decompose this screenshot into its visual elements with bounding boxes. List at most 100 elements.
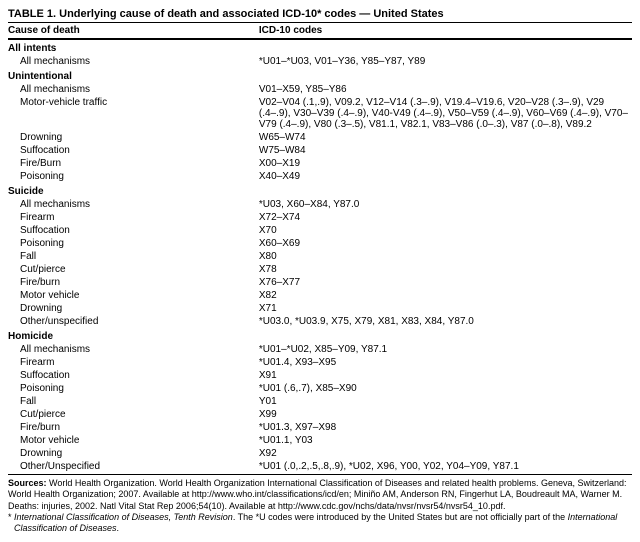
footnote-italic1: International Classification of Diseases… [14,512,233,522]
codes-cell: *U01 (.6,.7), X85–X90 [239,382,632,395]
codes-cell: *U01 (.0,.2,.5,.8,.9), *U02, X96, Y00, Y… [239,460,632,475]
table-row: DrowningW65–W74 [8,131,632,144]
cause-cell: Cut/pierce [8,263,239,276]
table-row: Motor vehicle*U01.1, Y03 [8,434,632,447]
cause-cell: Drowning [8,302,239,315]
cause-cell: Suffocation [8,224,239,237]
section-label: Homicide [8,328,632,343]
table-row: FirearmX72–X74 [8,211,632,224]
codes-cell: X60–X69 [239,237,632,250]
table-title: TABLE 1. Underlying cause of death and a… [8,8,632,23]
cause-cell: Fire/Burn [8,157,239,170]
table-row: Fire/burnX76–X77 [8,276,632,289]
table-row: DrowningX71 [8,302,632,315]
table-row: All mechanisms*U03, X60–X84, Y87.0 [8,198,632,211]
codes-cell: X82 [239,289,632,302]
codes-cell: X40–X49 [239,170,632,183]
cause-cell: All mechanisms [8,343,239,356]
cause-cell: All mechanisms [8,83,239,96]
cause-cell: Suffocation [8,369,239,382]
table-row: All mechanisms*U01–*U03, V01–Y36, Y85–Y8… [8,55,632,68]
footnote-end: . [117,523,120,533]
cause-cell: Other/unspecified [8,315,239,328]
table-row: DrowningX92 [8,447,632,460]
table-row: Motor vehicleX82 [8,289,632,302]
codes-cell: X80 [239,250,632,263]
table-row: PoisoningX60–X69 [8,237,632,250]
codes-cell: W65–W74 [239,131,632,144]
cause-cell: Fire/burn [8,276,239,289]
table-row: FallY01 [8,395,632,408]
cause-cell: Firearm [8,211,239,224]
codes-cell: V01–X59, Y85–Y86 [239,83,632,96]
footnote-block: * International Classification of Diseas… [8,512,632,535]
section-row: Homicide [8,328,632,343]
cause-cell: Poisoning [8,170,239,183]
section-row: All intents [8,39,632,55]
icd-table: Cause of death ICD-10 codes All intentsA… [8,23,632,475]
codes-cell: *U01.1, Y03 [239,434,632,447]
codes-cell: *U01–*U02, X85–Y09, Y87.1 [239,343,632,356]
header-codes: ICD-10 codes [239,23,632,39]
codes-cell: *U01.4, X93–X95 [239,356,632,369]
section-row: Suicide [8,183,632,198]
codes-cell: X99 [239,408,632,421]
codes-cell: *U03, X60–X84, Y87.0 [239,198,632,211]
cause-cell: Drowning [8,131,239,144]
table-row: Fire/BurnX00–X19 [8,157,632,170]
table-row: Cut/pierceX78 [8,263,632,276]
codes-cell: *U01–*U03, V01–Y36, Y85–Y87, Y89 [239,55,632,68]
sources-label: Sources: [8,478,47,488]
table-row: SuffocationX70 [8,224,632,237]
codes-cell: X70 [239,224,632,237]
table-row: All mechanisms*U01–*U02, X85–Y09, Y87.1 [8,343,632,356]
cause-cell: Suffocation [8,144,239,157]
footnote-mid: . The *U codes were introduced by the Un… [233,512,568,522]
cause-cell: Fall [8,250,239,263]
codes-cell: X76–X77 [239,276,632,289]
codes-cell: W75–W84 [239,144,632,157]
cause-cell: Motor-vehicle traffic [8,96,239,131]
cause-cell: Motor vehicle [8,289,239,302]
cause-cell: Firearm [8,356,239,369]
table-row: Other/Unspecified*U01 (.0,.2,.5,.8,.9), … [8,460,632,475]
section-label: All intents [8,39,632,55]
table-row: Poisoning*U01 (.6,.7), X85–X90 [8,382,632,395]
cause-cell: Other/Unspecified [8,460,239,475]
table-row: Motor-vehicle trafficV02–V04 (.1,.9), V0… [8,96,632,131]
codes-cell: V02–V04 (.1,.9), V09.2, V12–V14 (.3–.9),… [239,96,632,131]
cause-cell: All mechanisms [8,55,239,68]
section-label: Unintentional [8,68,632,83]
table-row: All mechanismsV01–X59, Y85–Y86 [8,83,632,96]
cause-cell: Motor vehicle [8,434,239,447]
codes-cell: X71 [239,302,632,315]
cause-cell: Fall [8,395,239,408]
section-label: Suicide [8,183,632,198]
cause-cell: Drowning [8,447,239,460]
codes-cell: *U01.3, X97–X98 [239,421,632,434]
cause-cell: Poisoning [8,237,239,250]
codes-cell: X00–X19 [239,157,632,170]
table-row: Firearm*U01.4, X93–X95 [8,356,632,369]
cause-cell: Fire/burn [8,421,239,434]
table-row: Other/unspecified*U03.0, *U03.9, X75, X7… [8,315,632,328]
codes-cell: X91 [239,369,632,382]
table-row: SuffocationW75–W84 [8,144,632,157]
cause-cell: Poisoning [8,382,239,395]
cause-cell: Cut/pierce [8,408,239,421]
codes-cell: X72–X74 [239,211,632,224]
codes-cell: X92 [239,447,632,460]
table-row: Cut/pierceX99 [8,408,632,421]
codes-cell: X78 [239,263,632,276]
table-row: FallX80 [8,250,632,263]
codes-cell: Y01 [239,395,632,408]
sources-block: Sources: World Health Organization. Worl… [8,475,632,512]
section-row: Unintentional [8,68,632,83]
codes-cell: *U03.0, *U03.9, X75, X79, X81, X83, X84,… [239,315,632,328]
table-row: Fire/burn*U01.3, X97–X98 [8,421,632,434]
header-cause: Cause of death [8,23,239,39]
cause-cell: All mechanisms [8,198,239,211]
sources-text: World Health Organization. World Health … [8,478,626,511]
table-row: SuffocationX91 [8,369,632,382]
table-row: PoisoningX40–X49 [8,170,632,183]
